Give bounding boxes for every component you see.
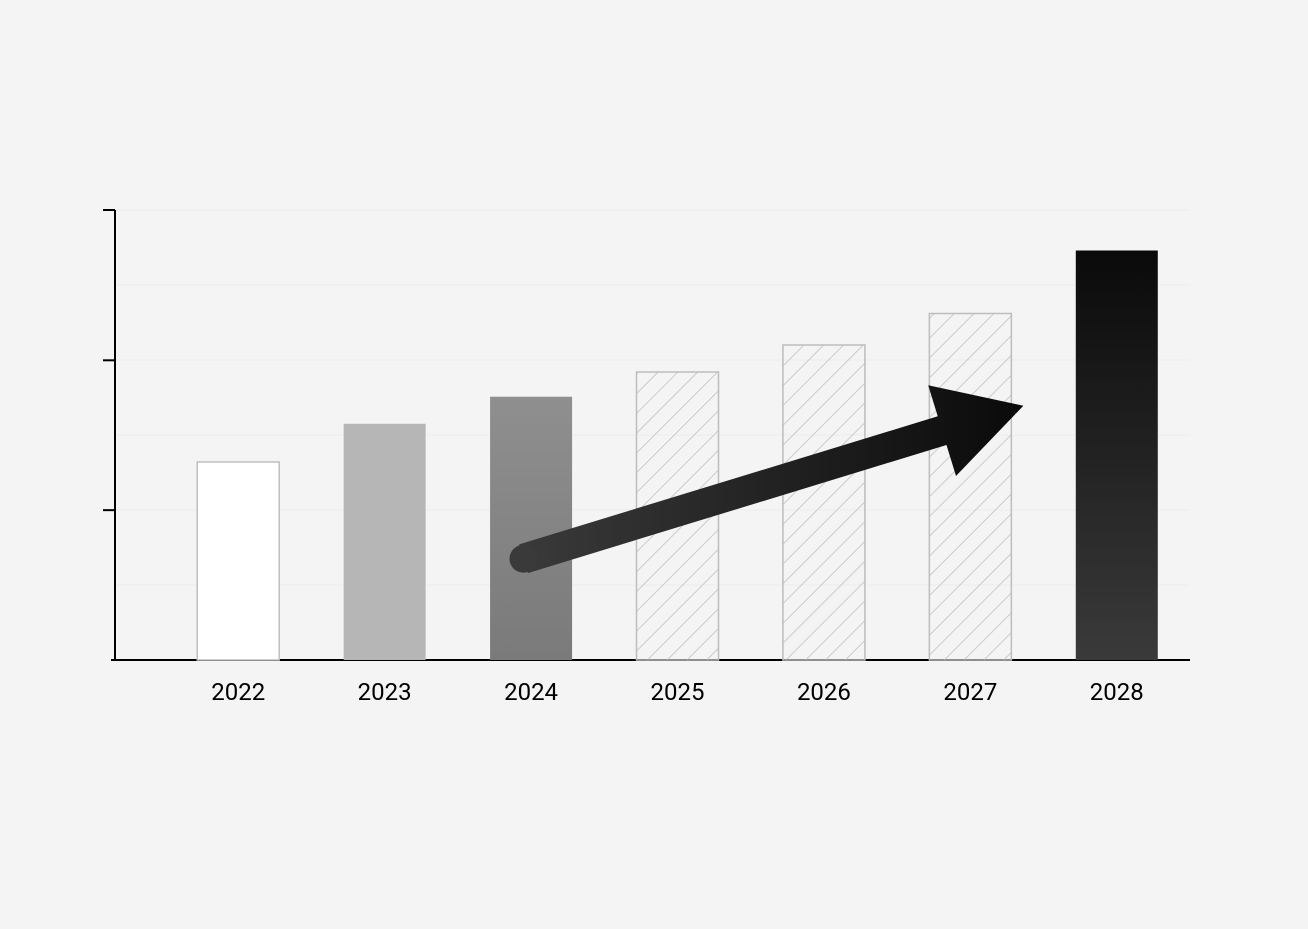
bars-group: [197, 251, 1158, 661]
x-axis-label: 2027: [943, 678, 997, 706]
x-axis-label: 2024: [504, 678, 558, 706]
bar-2026: [783, 345, 865, 660]
x-axis-label: 2028: [1090, 678, 1144, 706]
bar-2023: [344, 424, 426, 660]
growth-bar-chart: 2022 2023 2024 2025 2026 2027 2028: [0, 0, 1308, 929]
bar-2024: [490, 397, 572, 660]
bar-2028: [1076, 251, 1158, 661]
x-axis-label: 2023: [358, 678, 412, 706]
x-axis-label: 2022: [211, 678, 265, 706]
bar-2022: [197, 462, 279, 660]
x-axis-label: 2025: [651, 678, 705, 706]
bar-2027: [929, 314, 1011, 661]
x-axis-label: 2026: [797, 678, 851, 706]
